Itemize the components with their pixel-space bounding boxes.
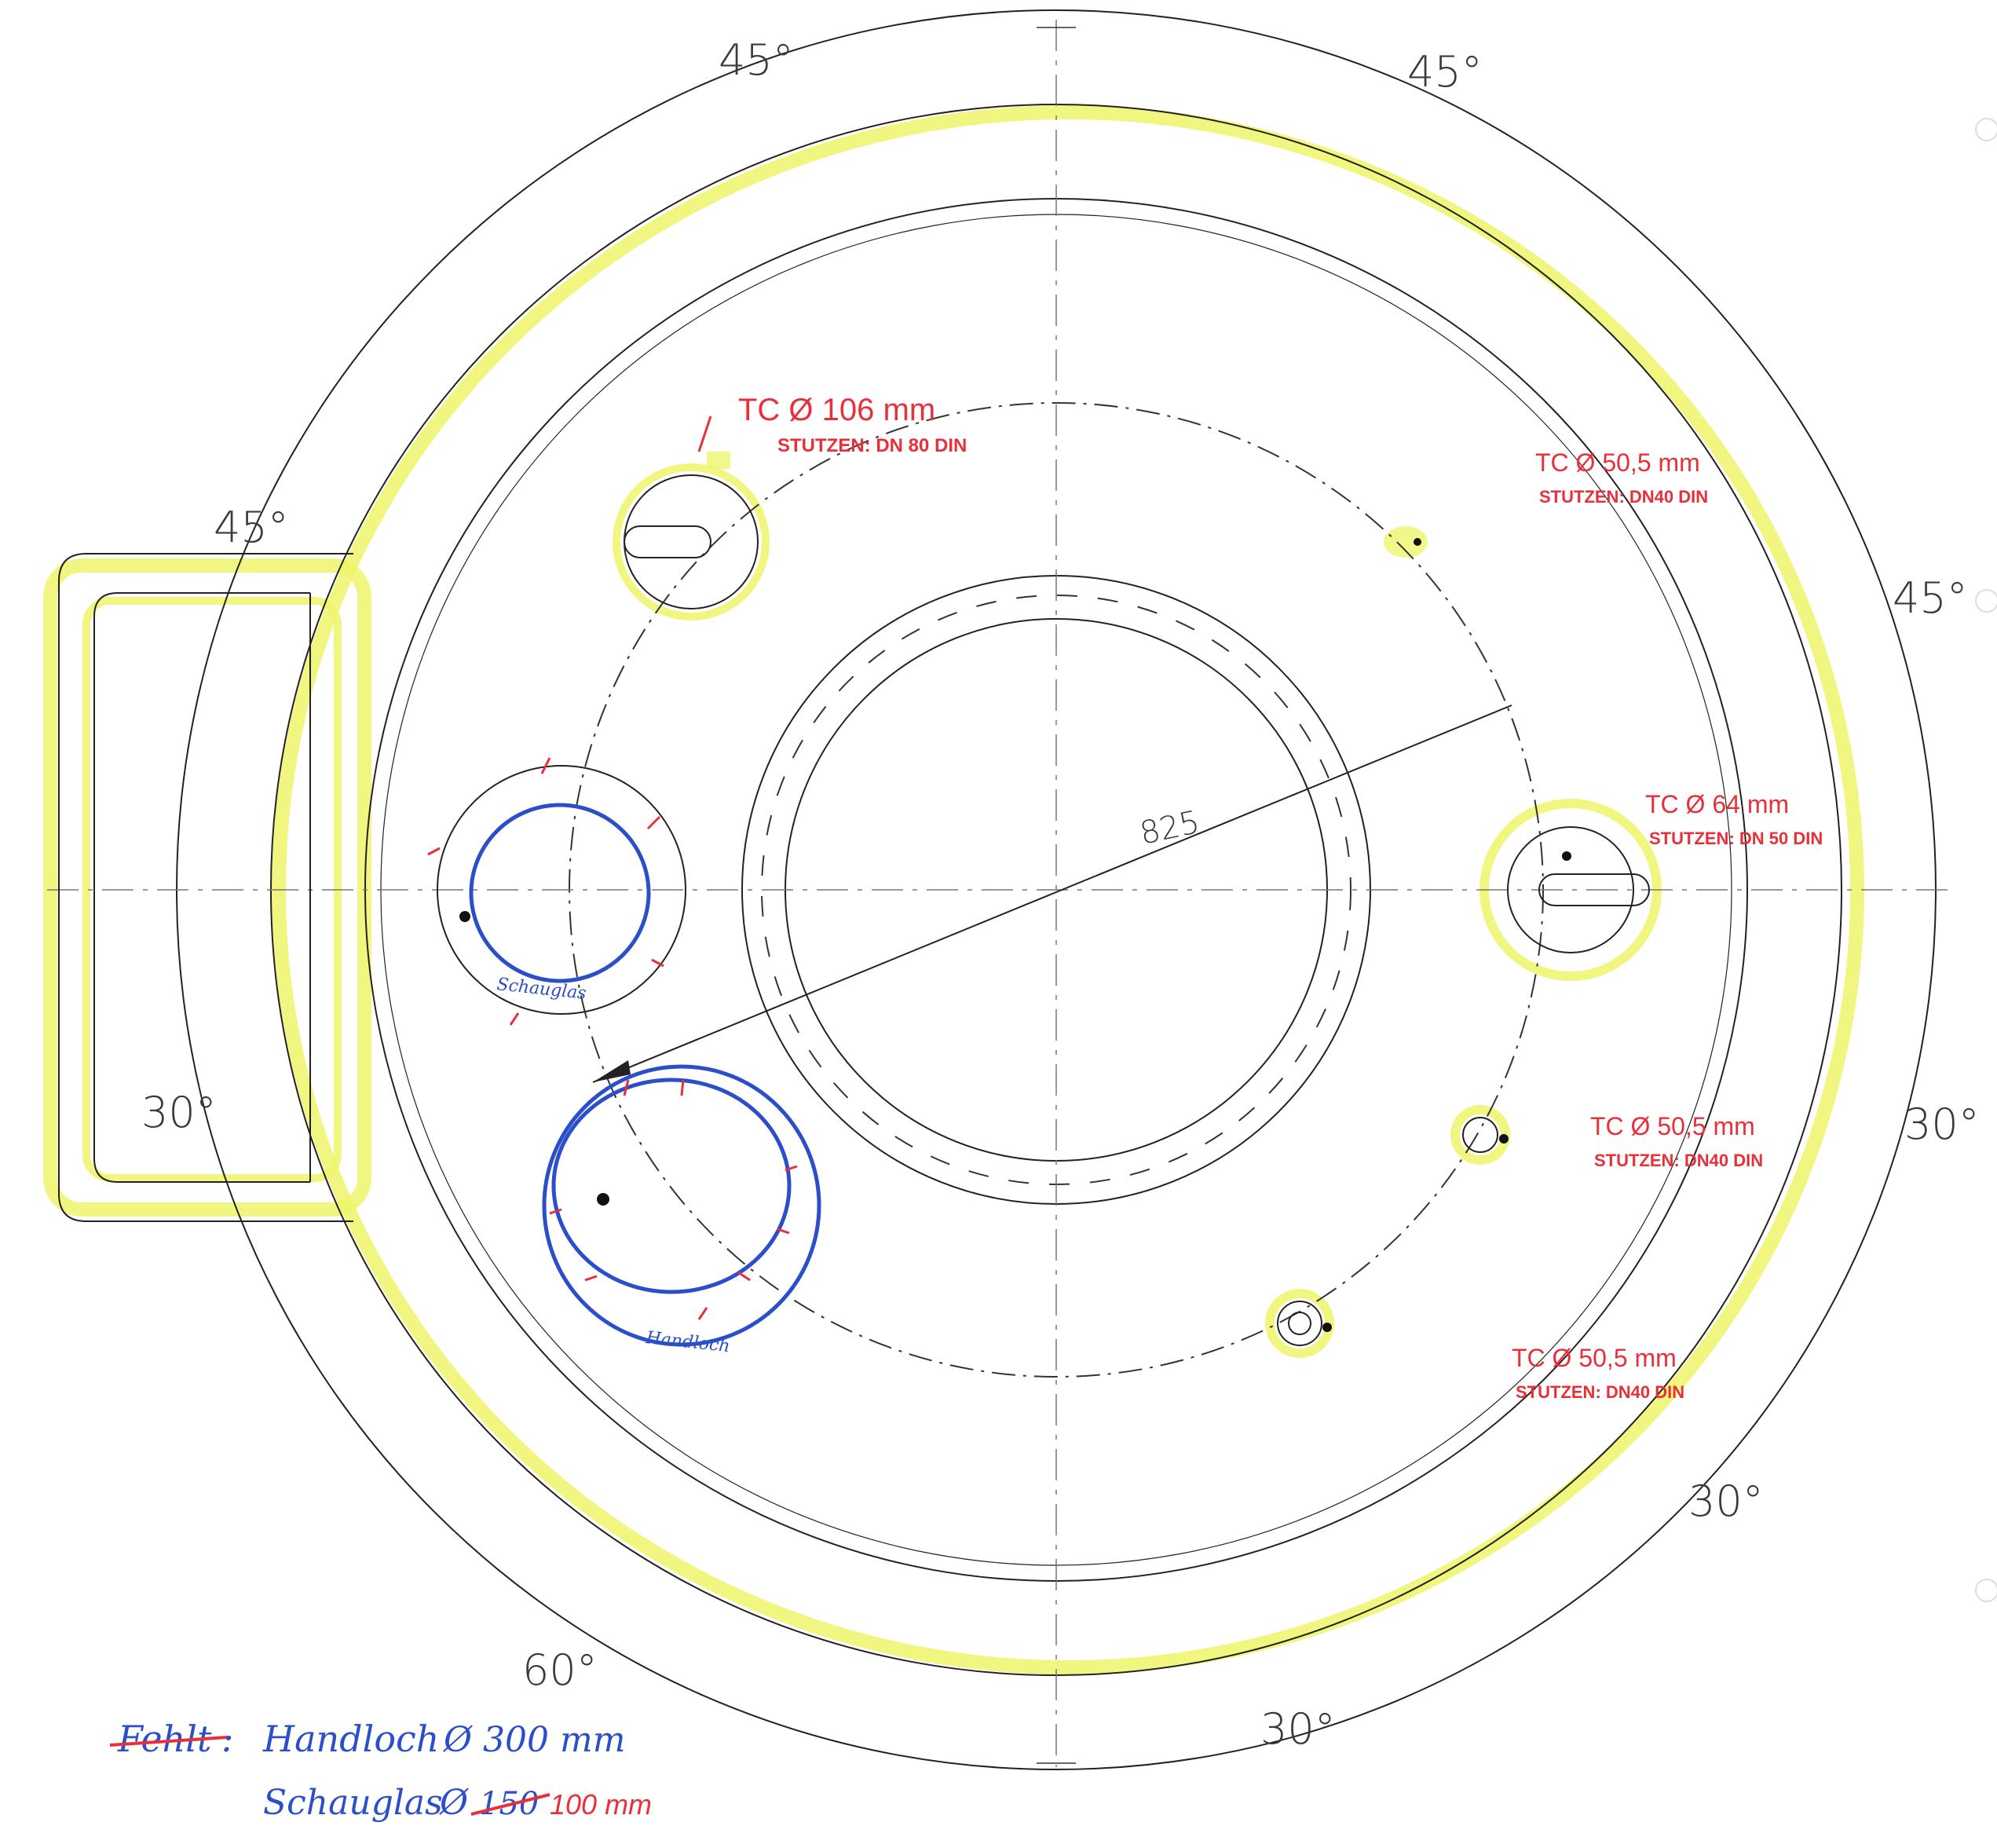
schauglas-ring	[437, 765, 686, 1015]
schauglas-blue-circle	[469, 803, 651, 983]
handloch-blue-inner	[551, 1078, 792, 1294]
red-tick	[509, 1012, 520, 1026]
nozzle-5-title: TC Ø 50,5 mm	[1512, 1344, 1677, 1372]
nozzle-dn40-b	[1462, 1117, 1498, 1153]
blue-ink-layer	[469, 803, 821, 1347]
nozzle-4-detail: STUTZEN: DN40 DIN	[1594, 1151, 1763, 1170]
footnote-schauglas-label: Schauglas	[263, 1783, 443, 1823]
binder-holes	[1975, 118, 1997, 1602]
red-tick	[680, 1079, 685, 1096]
footnote-colon: :	[221, 1718, 234, 1760]
nozzle-dn50-slot	[1538, 873, 1650, 906]
nozzle-1-detail: STUTZEN: DN 80 DIN	[777, 435, 967, 456]
side-flange-inner	[93, 592, 310, 1183]
nozzle-dn80-mark-highlight	[707, 452, 730, 469]
nozzle-3-title: TC Ø 64 mm	[1645, 790, 1789, 818]
red-tick	[427, 847, 441, 856]
red-ticks	[427, 415, 798, 1320]
nozzle-dn80-slot	[624, 525, 711, 558]
red-tick	[651, 958, 664, 968]
red-tick	[540, 757, 551, 774]
angle-right-upper: 45°	[1893, 573, 1968, 623]
binder-hole	[1975, 1579, 1997, 1602]
nozzle-dn40-a-highlight	[1384, 526, 1428, 558]
blue-labels: Schauglas Handloch	[496, 975, 730, 1356]
footnote-handloch-label: Handloch	[262, 1718, 439, 1760]
red-tick	[777, 1228, 790, 1235]
nozzle-dn50-dot	[1562, 851, 1571, 861]
angle-bottom-left: 60°	[522, 1645, 598, 1695]
dimension-arrowhead	[593, 1060, 631, 1082]
nozzle-2-detail: STUTZEN: DN40 DIN	[1539, 487, 1708, 507]
nozzle-2-title: TC Ø 50,5 mm	[1535, 448, 1700, 477]
angle-labels: 45° 45° 45° 45° 30° 30° 30° 60° 30° 825	[141, 35, 1980, 1754]
handloch-label: Handloch	[644, 1328, 730, 1356]
dimension-825: 825	[1137, 804, 1203, 852]
handloch-dot	[597, 1193, 609, 1206]
nozzle-dn40-b-dot	[1499, 1134, 1509, 1144]
red-tick	[737, 1271, 751, 1282]
nozzle-dn40-c	[1277, 1301, 1322, 1346]
angle-right-lower: 30°	[1904, 1100, 1980, 1149]
angle-top-left: 45°	[719, 35, 794, 85]
red-tick	[549, 1208, 562, 1215]
red-tick	[785, 1165, 798, 1172]
angle-bottom-right-outer: 30°	[1688, 1477, 1764, 1526]
nozzle-dn80-highlight	[613, 463, 770, 620]
pencil-geometry	[47, 9, 1955, 1770]
red-tick	[697, 1307, 708, 1320]
nozzle-4-title: TC Ø 50,5 mm	[1590, 1112, 1755, 1140]
angle-bottom-right: 30°	[1260, 1704, 1336, 1754]
footnote-handloch-size: Ø 300 mm	[443, 1720, 625, 1760]
binder-hole	[1975, 118, 1997, 141]
angle-left-lower: 30°	[141, 1088, 217, 1137]
nozzle-dn40-c-dot	[1322, 1323, 1332, 1332]
red-tick	[623, 1079, 630, 1096]
nozzle-1-title: TC Ø 106 mm	[738, 393, 935, 427]
footnote-schauglas-new: 100 mm	[550, 1788, 652, 1821]
handloch-blue-outer	[542, 1064, 821, 1347]
dn80-leader	[697, 415, 712, 452]
nozzle-dn40-c-highlight	[1265, 1289, 1334, 1358]
nozzle-dn40-c-inner	[1288, 1312, 1311, 1335]
angle-left-upper: 45°	[214, 503, 289, 552]
footnote-schauglas-strike	[470, 1793, 550, 1816]
red-tick	[584, 1275, 598, 1282]
binder-hole	[1975, 589, 1997, 613]
side-flange-highlight	[43, 558, 371, 1217]
nozzle-dn50	[1507, 826, 1634, 953]
red-tick	[646, 815, 661, 830]
footnote: Fehlt : Handloch Ø 300 mm Schauglas Ø 15…	[109, 1718, 652, 1823]
nozzle-dn80	[624, 474, 759, 609]
nozzle-3-detail: STUTZEN: DN 50 DIN	[1649, 829, 1823, 848]
nozzle-dn40-a-dot	[1414, 538, 1421, 546]
nozzle-5-detail: STUTZEN: DN40 DIN	[1516, 1382, 1684, 1402]
schauglas-dot	[459, 911, 470, 922]
nozzle-annotations: TC Ø 106 mm STUTZEN: DN 80 DIN TC Ø 50,5…	[738, 393, 1823, 1402]
footnote-schauglas-diameter: Ø	[439, 1783, 469, 1823]
dimension-line	[592, 704, 1512, 1083]
footnote-strike	[109, 1736, 229, 1747]
angle-top-right: 45°	[1407, 47, 1483, 97]
side-flange-outer	[58, 553, 353, 1222]
